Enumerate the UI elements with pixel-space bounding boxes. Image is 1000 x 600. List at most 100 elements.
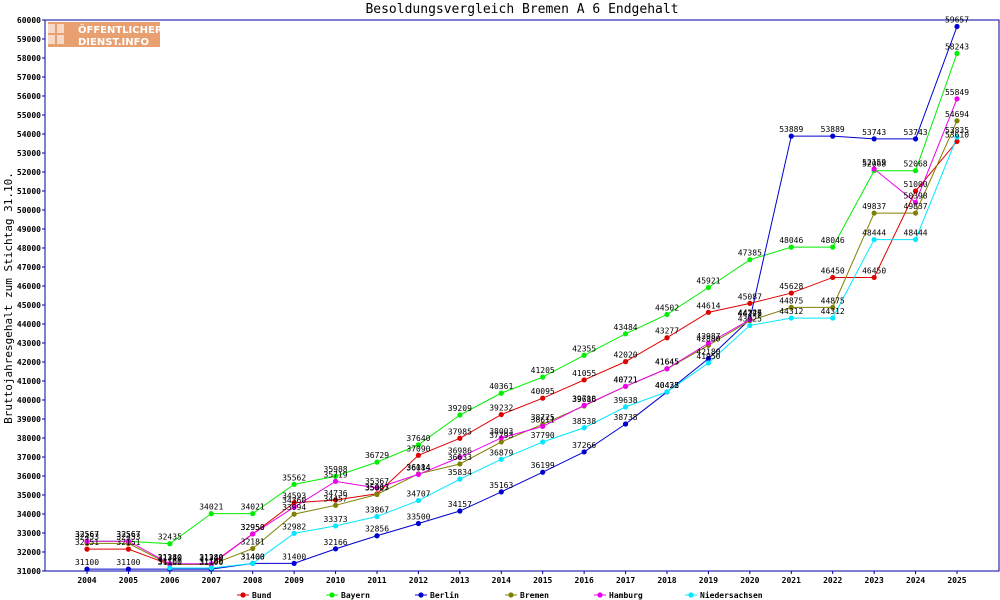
data-point-berlin — [498, 489, 504, 495]
y-tick-label: 49000 — [17, 225, 41, 234]
data-label-bayern: 41205 — [531, 366, 555, 375]
data-point-bayern — [250, 511, 256, 517]
x-tick-label: 2004 — [77, 576, 96, 585]
y-tick-label: 41000 — [17, 377, 41, 386]
y-tick-label: 51000 — [17, 187, 41, 196]
legend-marker-berlin — [418, 592, 424, 598]
data-label-berlin: 32856 — [365, 525, 389, 534]
x-tick-label: 2022 — [823, 576, 842, 585]
data-label-niedersachsen: 31160 — [199, 557, 223, 566]
data-point-niedersachsen — [208, 565, 214, 571]
data-point-berlin — [830, 133, 836, 139]
y-tick-label: 58000 — [17, 54, 41, 63]
data-point-bayern — [498, 390, 504, 396]
logo-line1: ÖFFENTLICHER — [78, 22, 163, 36]
data-point-niedersachsen — [954, 134, 960, 140]
x-tick-label: 2019 — [699, 576, 718, 585]
data-point-berlin — [705, 355, 712, 362]
data-label-bund: 46450 — [862, 266, 886, 275]
y-tick-label: 36000 — [17, 472, 41, 481]
data-label-bremen: 39686 — [572, 395, 596, 404]
data-point-niedersachsen — [332, 523, 339, 529]
x-tick-label: 2016 — [575, 576, 594, 585]
data-label-hamburg: 35367 — [365, 477, 389, 486]
logo-block — [48, 24, 55, 33]
data-point-niedersachsen — [415, 497, 422, 504]
data-point-hamburg — [291, 504, 297, 510]
data-label-berlin: 31100 — [75, 558, 99, 567]
data-label-hamburg: 40721 — [614, 375, 638, 384]
logo: ÖFFENTLICHER DIENST.INFO — [48, 22, 163, 48]
data-label-bayern: 48046 — [821, 236, 845, 245]
data-point-bund — [540, 395, 546, 401]
data-point-bayern — [415, 442, 422, 448]
chart-title: Besoldungsvergleich Bremen A 6 Endgehalt — [365, 2, 678, 17]
x-tick-label: 2011 — [367, 576, 386, 585]
data-label-bayern: 45921 — [696, 277, 720, 286]
data-point-bund — [332, 497, 339, 503]
data-label-bayern: 32567 — [116, 530, 140, 539]
legend-marker-bayern — [329, 592, 335, 598]
data-point-niedersachsen — [664, 389, 670, 395]
data-point-bayern — [457, 412, 463, 418]
data-label-berlin: 33500 — [406, 513, 430, 522]
data-label-bremen: 42880 — [696, 334, 720, 343]
x-tick-label: 2010 — [326, 576, 345, 585]
data-label-berlin: 36199 — [531, 461, 555, 470]
data-label-berlin: 32166 — [324, 538, 348, 547]
data-label-bund: 40095 — [531, 387, 555, 396]
x-tick-label: 2024 — [906, 576, 925, 585]
logo-block — [57, 24, 64, 33]
data-label-bremen: 41645 — [655, 358, 679, 367]
data-label-niedersachsen: 32982 — [282, 522, 306, 531]
data-label-bund: 32950 — [241, 523, 265, 532]
data-label-hamburg: 32567 — [75, 530, 99, 539]
data-point-berlin — [291, 560, 297, 567]
data-point-bund — [84, 546, 90, 552]
logo-block — [57, 35, 64, 44]
data-label-hamburg: 50398 — [904, 191, 928, 200]
data-label-bayern: 32435 — [158, 533, 182, 542]
data-label-bremen: 36633 — [448, 453, 472, 462]
data-point-niedersachsen — [250, 560, 256, 567]
data-label-niedersachsen: 31400 — [241, 552, 265, 561]
data-label-hamburg: 41645 — [655, 358, 679, 367]
y-tick-label: 48000 — [17, 244, 41, 253]
data-label-niedersachsen: 33373 — [324, 515, 348, 524]
y-tick-label: 35000 — [17, 491, 41, 500]
data-label-berlin: 53889 — [779, 125, 803, 134]
data-label-niedersachsen: 35834 — [448, 468, 472, 477]
data-label-bremen: 33994 — [282, 503, 306, 512]
data-label-hamburg: 55849 — [945, 88, 969, 97]
data-label-niedersachsen: 44312 — [821, 307, 845, 316]
data-label-niedersachsen: 40432 — [655, 381, 679, 390]
data-label-bund: 32151 — [116, 538, 140, 547]
data-label-bayern: 36729 — [365, 451, 389, 460]
data-point-berlin — [415, 520, 422, 527]
data-label-bremen: 37793 — [489, 431, 513, 440]
data-point-niedersachsen — [788, 315, 794, 321]
logo-background — [48, 22, 160, 47]
data-label-berlin: 53743 — [862, 128, 886, 137]
series-line-niedersachsen — [169, 136, 958, 569]
data-label-bund: 34736 — [324, 489, 348, 498]
data-label-bremen: 32453 — [75, 532, 99, 541]
data-point-berlin — [84, 566, 90, 572]
legend-marker-hamburg — [597, 592, 603, 598]
y-tick-label: 31000 — [17, 567, 41, 576]
data-label-niedersachsen: 53835 — [945, 126, 969, 135]
data-label-hamburg: 44226 — [738, 309, 762, 318]
data-point-niedersachsen — [912, 236, 919, 243]
x-tick-label: 2007 — [202, 576, 221, 585]
data-label-bayern: 34021 — [199, 503, 223, 512]
data-point-hamburg — [167, 561, 173, 567]
data-label-hamburg: 38611 — [531, 415, 555, 424]
data-point-berlin — [954, 23, 960, 30]
data-point-bremen — [830, 304, 836, 310]
data-label-bund: 35063 — [365, 483, 389, 492]
data-point-bund — [830, 274, 836, 281]
data-label-bayern: 32567 — [75, 530, 99, 539]
data-label-bayern: 52068 — [862, 160, 886, 169]
data-point-berlin — [912, 136, 919, 142]
